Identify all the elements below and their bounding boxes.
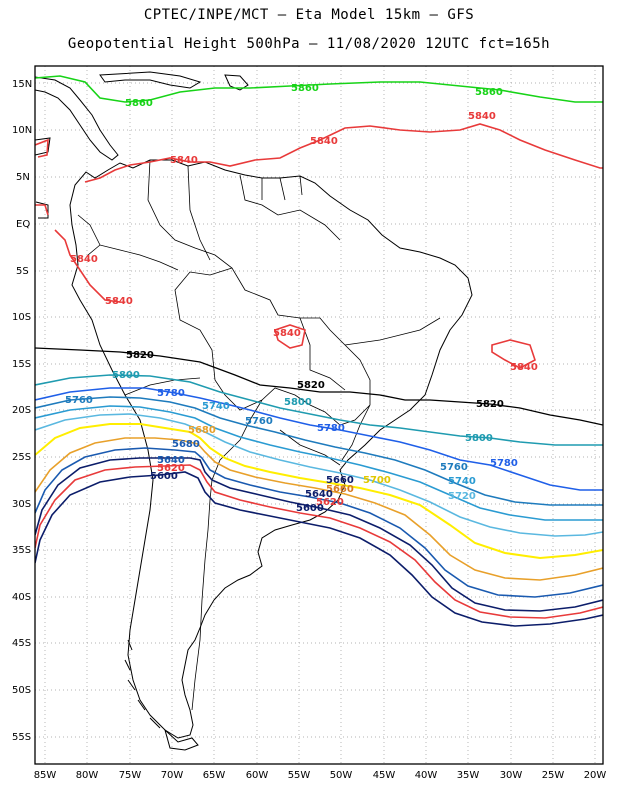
lat-tick-label: 35S [12, 545, 31, 556]
lat-tick-label: 55S [12, 732, 31, 743]
contour-label: 5600 [296, 503, 324, 514]
contour-label: 5800 [284, 397, 312, 408]
contour-5740 [35, 405, 603, 521]
contour-label: 5760 [440, 462, 468, 473]
contour-label: 5860 [291, 83, 319, 94]
lat-tick-label: 20S [12, 405, 31, 416]
lon-tick-label: 20W [584, 770, 607, 781]
contour-label: 5640 [157, 455, 185, 466]
lon-tick-label: 80W [76, 770, 99, 781]
contour-label: 5780 [490, 458, 518, 469]
lon-tick-label: 35W [457, 770, 480, 781]
contour-label: 5680 [188, 425, 216, 436]
contour-5600 [35, 471, 603, 627]
contour-5620 [35, 464, 603, 619]
lat-tick-label: 40S [12, 592, 31, 603]
lon-tick-label: 30W [500, 770, 523, 781]
contour-label: 5860 [125, 98, 153, 109]
lon-tick-label: 65W [203, 770, 226, 781]
contour-5680 [35, 437, 603, 581]
lon-tick-label: 60W [246, 770, 269, 781]
contour-label: 5620 [316, 497, 344, 508]
lat-tick-label: 10N [12, 125, 32, 136]
contour-5640 [35, 457, 603, 612]
lat-tick-label: 15S [12, 359, 31, 370]
contour-label: 5780 [317, 423, 345, 434]
contour-label: 5820 [297, 380, 325, 391]
contour-label: 5840 [105, 296, 133, 307]
contour-label: 5660 [326, 475, 354, 486]
coastlines-and-borders [35, 71, 473, 751]
contour-label: 5780 [157, 388, 185, 399]
contour-5660 [35, 447, 603, 598]
country-borders [77, 159, 441, 711]
lon-tick-label: 70W [161, 770, 184, 781]
lat-tick-label: 5S [16, 266, 29, 277]
lat-tick-label: 25S [12, 452, 31, 463]
lon-tick-label: 40W [415, 770, 438, 781]
south-america-coastline [69, 159, 473, 739]
contour-5840 [35, 123, 603, 303]
lat-tick-label: 5N [16, 172, 30, 183]
map-title-line-2: Geopotential Height 500hPa – 11/08/2020 … [67, 36, 551, 52]
contour-5700 [35, 423, 603, 560]
lon-tick-label: 50W [330, 770, 353, 781]
contour-label: 5700 [363, 475, 391, 486]
map-title-line-1: CPTEC/INPE/MCT – Eta Model 15km – GFS [143, 7, 475, 23]
contour-label: 5820 [126, 350, 154, 361]
latitude-tick-labels: 15N 10N 5N EQ 5S 10S 15S 20S 25S 30S 35S… [12, 79, 32, 743]
contour-5820 [35, 347, 603, 426]
lon-tick-label: 45W [373, 770, 396, 781]
central-america-coastline [35, 76, 119, 161]
contour-label: 5860 [475, 87, 503, 98]
contour-label: 5800 [112, 370, 140, 381]
contour-label: 5840 [170, 155, 198, 166]
contour-5780 [35, 387, 603, 491]
contour-label: 5740 [448, 476, 476, 487]
contour-label: 5800 [465, 433, 493, 444]
contour-label: 5660 [326, 484, 354, 495]
contour-5860 [35, 75, 603, 103]
contour-label: 5600 [150, 471, 178, 482]
graticule [35, 66, 603, 764]
lat-tick-label: 30S [12, 499, 31, 510]
map-frame [34, 65, 604, 765]
lon-tick-label: 55W [288, 770, 311, 781]
contour-label: 5720 [448, 491, 476, 502]
lat-tick-label: EQ [16, 219, 30, 230]
contour-label: 5640 [305, 489, 333, 500]
contour-5720 [35, 413, 603, 537]
lon-tick-label: 25W [542, 770, 565, 781]
contour-label-layer: 5860 5860 5860 5840 5840 5840 5840 5840 … [65, 83, 538, 514]
contour-label: 5760 [65, 395, 93, 406]
contour-5760 [35, 396, 603, 506]
contour-label: 5840 [310, 136, 338, 147]
contour-lines [35, 75, 603, 627]
longitude-tick-labels: 85W 80W 75W 70W 65W 60W 55W 50W 45W 40W … [34, 770, 607, 781]
lat-tick-label: 50S [12, 685, 31, 696]
contour-label: 5840 [70, 254, 98, 265]
lon-tick-label: 85W [34, 770, 57, 781]
lon-tick-label: 75W [119, 770, 142, 781]
contour-label: 5820 [476, 399, 504, 410]
contour-label: 5680 [172, 439, 200, 450]
contour-label: 5840 [468, 111, 496, 122]
contour-label: 5740 [202, 401, 230, 412]
lat-tick-label: 15N [12, 79, 32, 90]
lat-tick-label: 45S [12, 638, 31, 649]
contour-label: 5840 [510, 362, 538, 373]
lat-tick-label: 10S [12, 312, 31, 323]
contour-label: 5760 [245, 416, 273, 427]
contour-5800 [35, 374, 603, 446]
contour-label: 5840 [273, 328, 301, 339]
contour-label: 5620 [157, 463, 185, 474]
